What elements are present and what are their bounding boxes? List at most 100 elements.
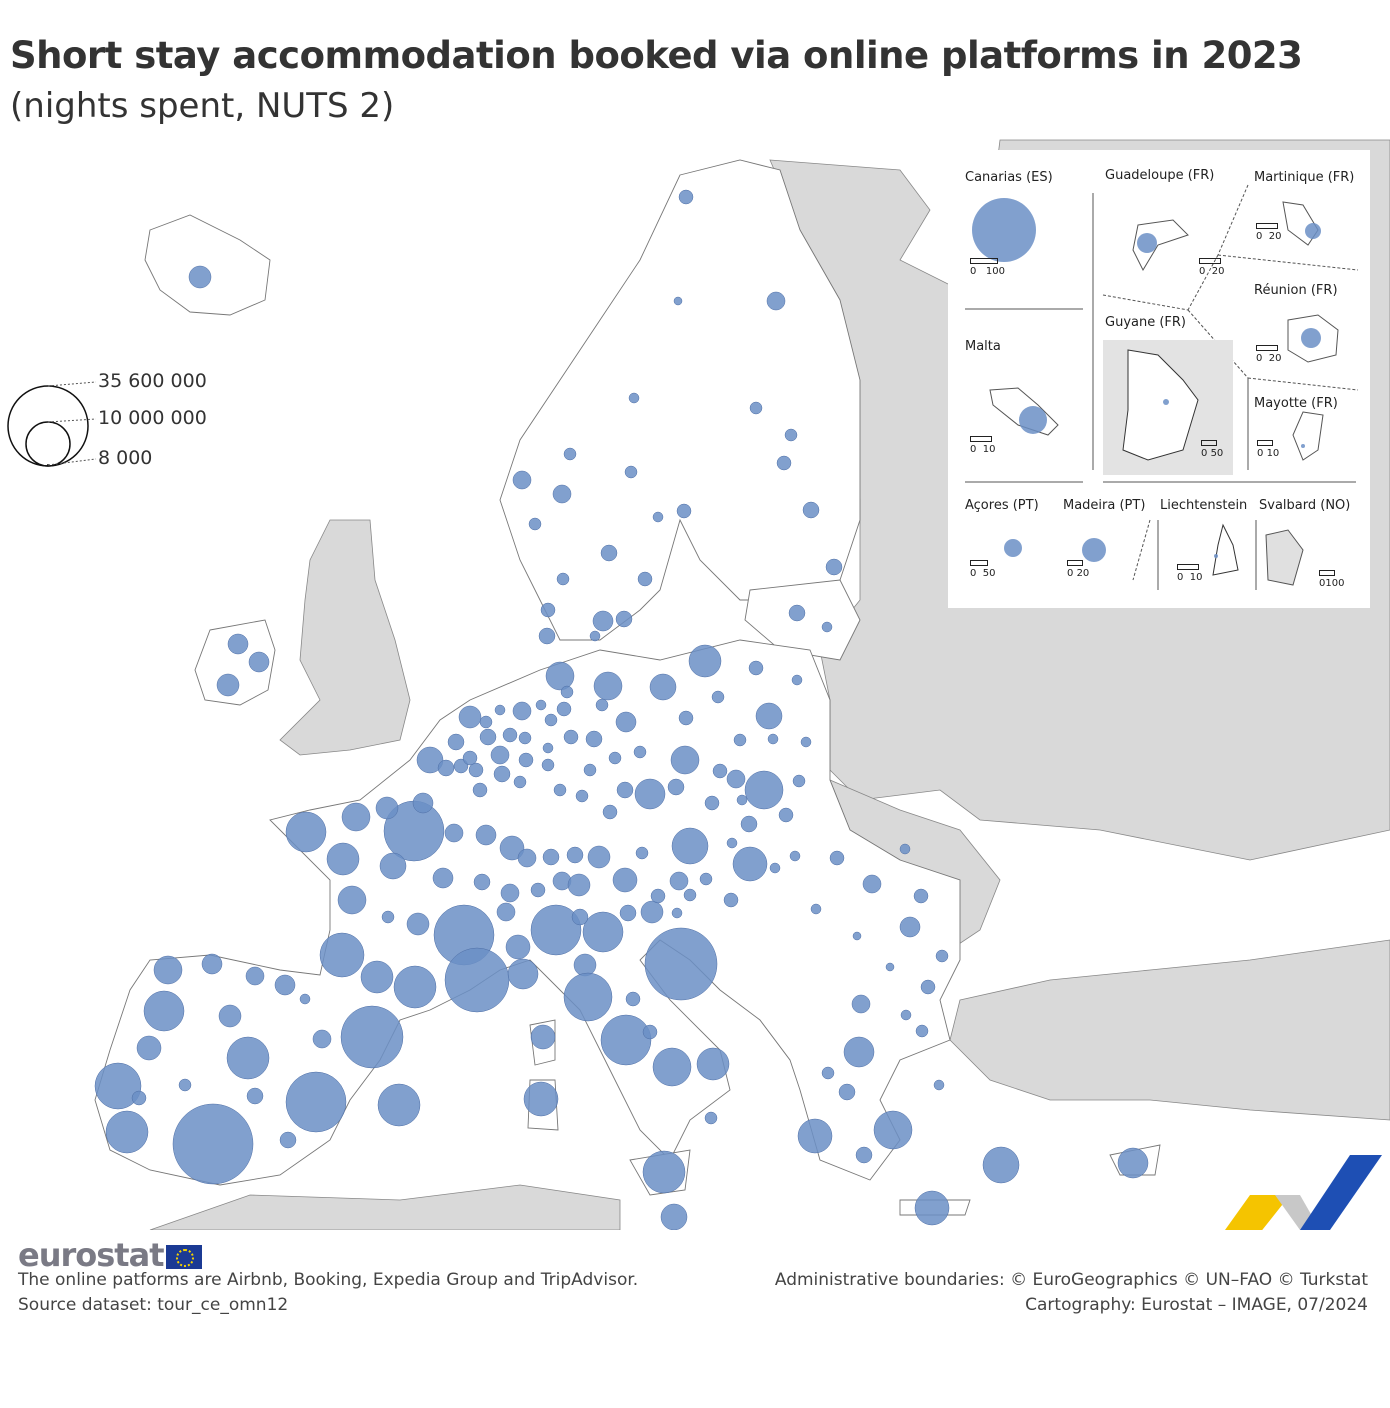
baltic-land: [744, 579, 861, 661]
region-bubble: [245, 966, 265, 986]
region-bubble: [704, 795, 720, 811]
bubble-guadeloupe: [1137, 233, 1157, 253]
region-bubble: [337, 885, 367, 915]
region-bubble: [496, 902, 516, 922]
bubble-layer: [94, 189, 1149, 1230]
region-bubble: [587, 845, 611, 869]
europe-map: [94, 139, 1390, 1230]
region-bubble: [624, 465, 638, 479]
inset-label-liechtenstein: Liechtenstein: [1160, 498, 1248, 513]
region-bubble: [490, 745, 510, 765]
region-bubble: [683, 888, 697, 902]
region-bubble: [582, 911, 624, 953]
region-bubble: [748, 660, 764, 676]
region-bubble: [553, 783, 567, 797]
region-bubble: [326, 842, 360, 876]
region-bubble: [377, 1083, 421, 1127]
bubble-canarias: [972, 198, 1036, 262]
bubble-madeira: [1082, 538, 1106, 562]
bubble-martinique: [1305, 223, 1321, 239]
region-bubble: [472, 782, 488, 798]
region-bubble: [829, 850, 845, 866]
turkey-land: [949, 939, 1390, 1121]
region-bubble: [131, 1090, 147, 1106]
region-bubble: [560, 685, 574, 699]
region-bubble: [502, 727, 518, 743]
region-bubble: [528, 517, 542, 531]
region-bubble: [406, 912, 430, 936]
region-bubble: [670, 745, 700, 775]
region-bubble: [493, 765, 511, 783]
region-bubble: [494, 704, 506, 716]
legend-circle-medium: [25, 421, 71, 467]
region-bubble: [285, 811, 327, 853]
region-bubble: [479, 728, 497, 746]
region-bubble: [530, 882, 546, 898]
bubble-acores: [1004, 539, 1022, 557]
region-bubble: [784, 428, 798, 442]
eurostat-logo: eurostat: [18, 1236, 203, 1274]
region-bubble: [360, 960, 394, 994]
region-bubble: [699, 872, 713, 886]
region-bubble: [513, 775, 527, 789]
inset-label-madeira: Madeira (PT): [1063, 498, 1146, 513]
region-bubble: [379, 852, 407, 880]
scale-mayotte: 0 10: [1257, 440, 1279, 459]
region-bubble: [227, 633, 249, 655]
region-bubble: [274, 974, 296, 996]
region-bubble: [444, 947, 510, 1013]
iceland-land: [144, 214, 271, 316]
region-bubble: [563, 447, 577, 461]
region-bubble: [512, 470, 532, 490]
region-bubble: [642, 1024, 658, 1040]
region-bubble: [900, 1009, 912, 1021]
region-bubble: [788, 604, 806, 622]
region-bubble: [381, 910, 395, 924]
region-bubble: [920, 979, 936, 995]
inset-label-guadeloupe: Guadeloupe (FR): [1105, 168, 1215, 183]
bubble-malta: [1019, 406, 1047, 434]
region-bubble: [279, 1131, 297, 1149]
region-bubble: [913, 888, 929, 904]
region-bubble: [802, 501, 820, 519]
region-bubble: [563, 729, 579, 745]
region-bubble: [153, 955, 183, 985]
scandinavia-land: [499, 159, 861, 641]
region-bubble: [538, 627, 556, 645]
region-bubble: [571, 908, 589, 926]
region-bubble: [744, 770, 784, 810]
region-bubble: [640, 900, 664, 924]
source-dataset: Source dataset: tour_ce_omn12: [18, 1295, 289, 1315]
region-bubble: [600, 1014, 652, 1066]
insets-panel: Canarias (ES) Guadeloupe (FR) Martinique…: [948, 150, 1370, 608]
region-bubble: [216, 673, 240, 697]
region-bubble: [749, 401, 763, 415]
uk-land: [279, 519, 411, 756]
bubble-reunion: [1301, 328, 1321, 348]
region-bubble: [732, 846, 768, 882]
region-bubble: [188, 265, 212, 289]
platforms-note: The online patforms are Airbnb, Booking,…: [18, 1270, 639, 1290]
region-bubble: [885, 962, 895, 972]
region-bubble: [602, 804, 618, 820]
inset-label-canarias: Canarias (ES): [965, 170, 1053, 185]
scale-reunion: 0 20: [1256, 345, 1281, 364]
legend-label-large: 35 600 000: [98, 370, 207, 392]
region-bubble: [285, 1071, 347, 1133]
boundaries-credit: Administrative boundaries: © EuroGeograp…: [774, 1270, 1368, 1290]
region-bubble: [776, 455, 792, 471]
region-bubble: [575, 789, 589, 803]
region-bubble: [178, 1078, 192, 1092]
region-bubble: [1117, 1147, 1149, 1179]
region-bubble: [615, 610, 633, 628]
region-bubble: [723, 892, 739, 908]
region-bubble: [299, 993, 311, 1005]
region-bubble: [650, 888, 666, 904]
region-bubble: [412, 792, 434, 814]
scale-guyane: 0 50: [1201, 440, 1223, 459]
region-bubble: [143, 990, 185, 1032]
region-bubble: [644, 927, 718, 1001]
scale-malta: 0 10: [970, 436, 995, 455]
inset-graphics: [965, 184, 1368, 590]
region-bubble: [541, 758, 555, 772]
